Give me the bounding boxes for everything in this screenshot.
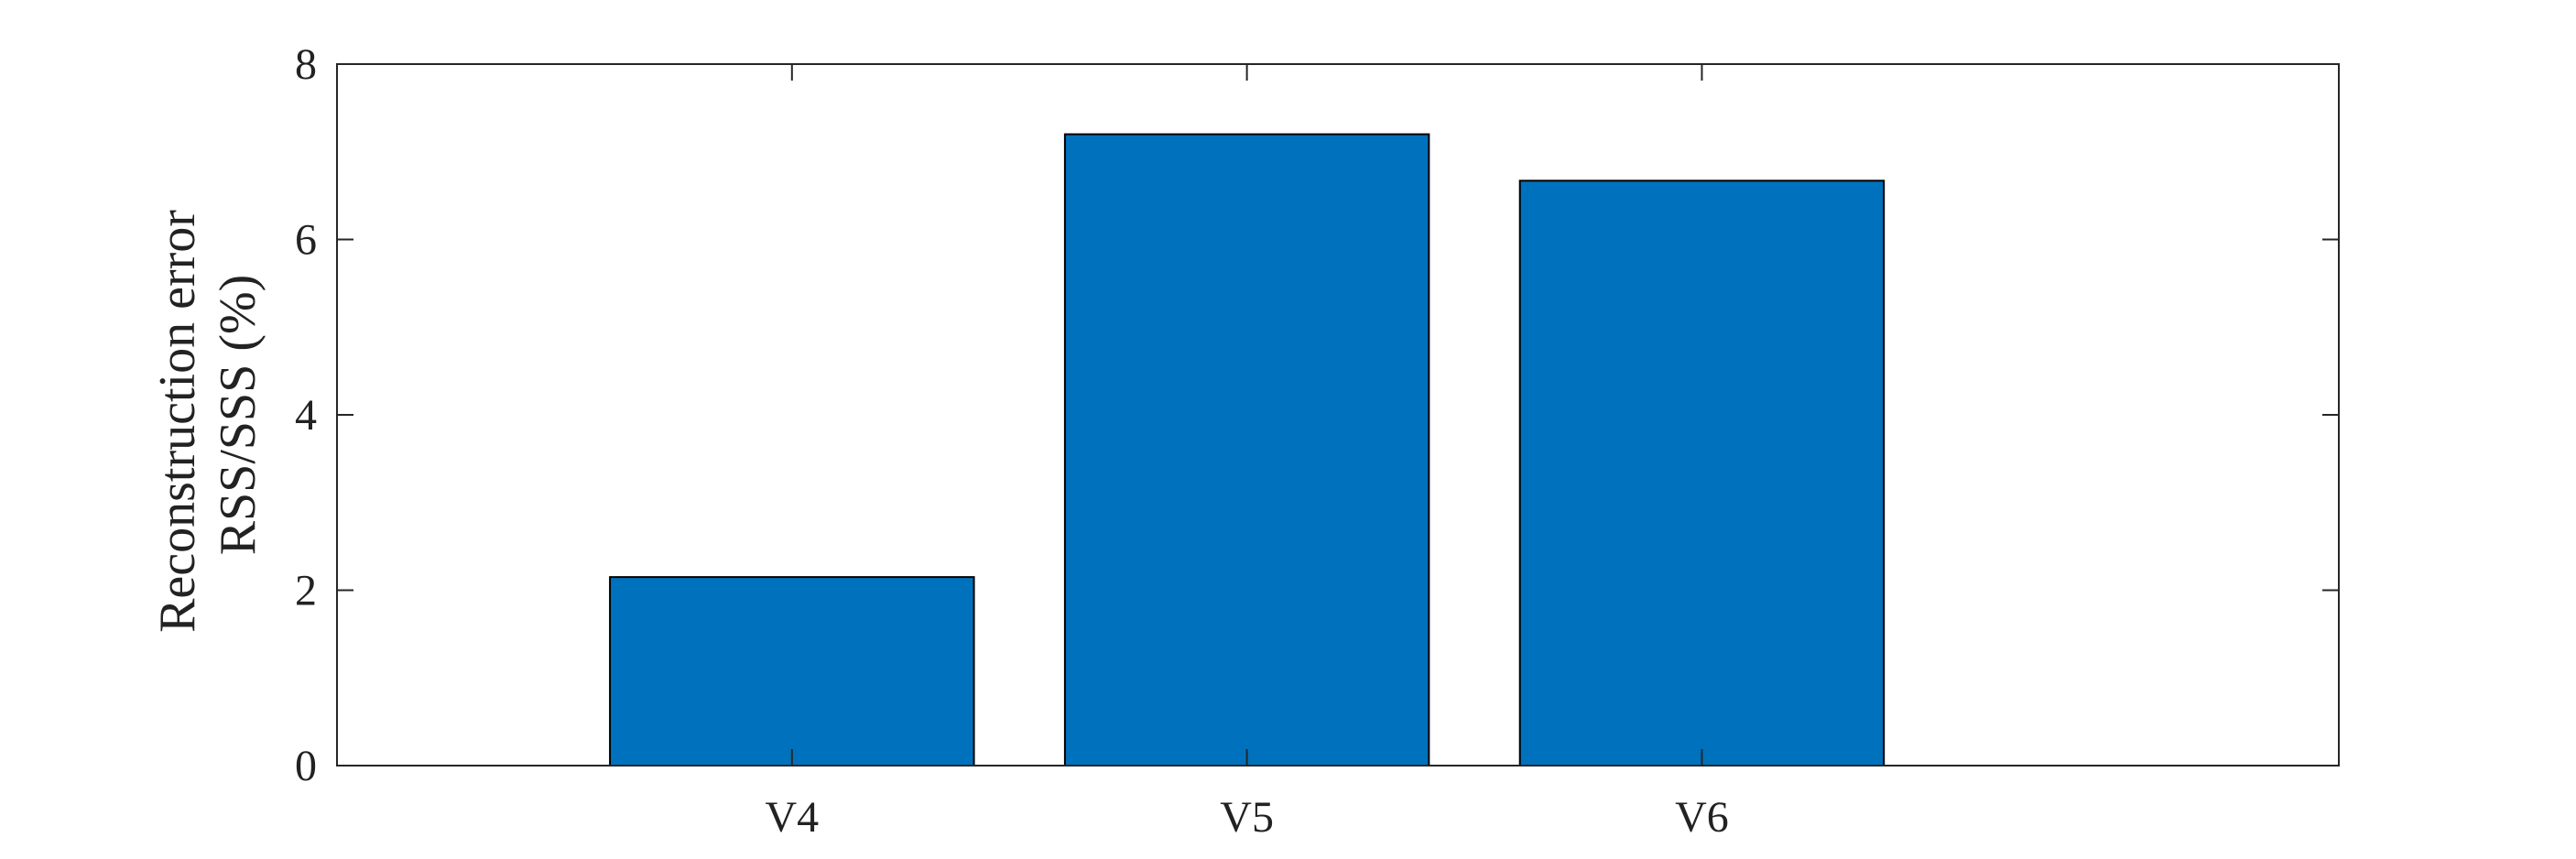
x-tick-labels: V4 V5 V6 <box>765 793 1728 842</box>
y-axis-label: Reconstruction error RSS/SSS (%) <box>149 197 266 633</box>
x-tick-label: V6 <box>1675 793 1729 842</box>
y-tick-label: 8 <box>295 40 317 89</box>
y-axis-label-line-1: Reconstruction error <box>149 210 206 633</box>
y-tick-labels: 0 2 4 6 8 <box>295 40 317 790</box>
y-tick-label: 2 <box>295 567 317 615</box>
plot-frame <box>336 63 2340 767</box>
x-tick-label: V5 <box>1220 793 1274 842</box>
bars <box>609 133 1886 767</box>
bar-v4 <box>609 576 975 767</box>
y-tick-label: 4 <box>295 391 317 440</box>
bar-v6 <box>1518 179 1886 767</box>
y-axis-label-line-2: RSS/SSS (%) <box>210 275 266 556</box>
y-tick-label: 0 <box>295 742 317 790</box>
y-tick-label: 6 <box>295 216 317 265</box>
bar-v5 <box>1063 133 1430 767</box>
x-tick-label: V4 <box>765 793 819 842</box>
